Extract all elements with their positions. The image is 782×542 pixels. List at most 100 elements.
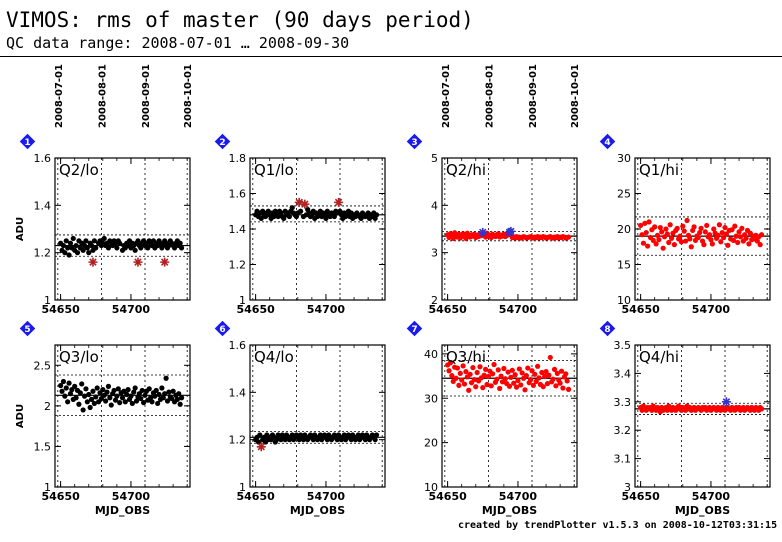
data-point <box>159 385 165 391</box>
data-point <box>156 391 162 398</box>
y-tick-label: 4 <box>431 199 438 212</box>
data-point <box>84 399 90 405</box>
data-point <box>100 387 106 393</box>
data-point <box>66 380 72 386</box>
data-point <box>508 374 514 380</box>
data-point <box>557 380 563 386</box>
data-point <box>711 226 717 232</box>
y-tick-label: 1 <box>44 294 51 307</box>
y-tick-label: 2 <box>44 400 51 413</box>
data-point <box>695 234 701 241</box>
x-tick-label: 54650 <box>236 303 275 316</box>
panel-badge-number: 4 <box>604 138 610 148</box>
data-point <box>58 382 64 389</box>
data-point <box>654 232 661 238</box>
panel-label: Q1/lo <box>254 161 294 179</box>
data-point <box>281 215 287 221</box>
data-point <box>638 222 644 229</box>
x-tick-label: 54650 <box>41 303 80 316</box>
data-point <box>708 237 714 243</box>
data-point <box>491 361 497 368</box>
data-point <box>467 371 473 377</box>
data-point <box>505 369 511 375</box>
data-point <box>656 237 662 243</box>
data-point <box>509 367 515 373</box>
data-point <box>131 389 137 395</box>
data-point <box>289 205 295 211</box>
data-point <box>481 372 487 378</box>
title-divider <box>0 56 782 57</box>
data-point <box>298 208 304 214</box>
data-point <box>540 384 546 390</box>
data-point <box>518 382 524 388</box>
data-point <box>560 385 566 391</box>
data-point <box>501 365 507 372</box>
data-point <box>133 398 140 404</box>
data-point <box>687 236 693 242</box>
data-point <box>677 233 683 239</box>
y-tick-label: 1 <box>239 481 246 494</box>
data-point <box>564 378 570 384</box>
data-point <box>698 225 704 231</box>
data-point <box>323 215 329 221</box>
data-point <box>70 235 76 242</box>
data-point <box>446 368 452 374</box>
data-point <box>650 237 656 243</box>
data-point <box>125 387 131 393</box>
panel-label: Q3/lo <box>59 348 99 366</box>
x-tick-label: 54650 <box>621 490 660 503</box>
data-point <box>88 242 95 249</box>
y-tick-label: 10 <box>424 481 438 494</box>
x-axis-label: MJD_OBS <box>290 504 345 517</box>
data-point <box>275 213 281 220</box>
data-point <box>512 372 518 378</box>
plot-frame <box>634 344 771 488</box>
data-point <box>558 368 565 374</box>
data-point <box>83 386 89 392</box>
outlier-point <box>88 257 98 267</box>
data-point <box>373 212 380 218</box>
data-point <box>477 364 483 370</box>
date-label: 2008-10-01 <box>570 64 581 128</box>
data-point <box>170 388 176 394</box>
data-point <box>701 242 707 248</box>
data-point <box>733 233 739 239</box>
x-tick-label: 54700 <box>307 303 346 316</box>
data-point <box>463 369 469 375</box>
data-point <box>105 245 112 251</box>
data-point <box>128 393 134 399</box>
data-point <box>114 245 120 251</box>
data-point <box>716 222 722 228</box>
data-point <box>539 369 545 376</box>
data-point <box>77 390 83 396</box>
data-point <box>502 376 508 382</box>
y-tick-label: 3.2 <box>614 424 632 437</box>
plot-frame <box>249 157 386 301</box>
data-point <box>178 245 185 251</box>
y-tick-label: 1.6 <box>229 339 247 352</box>
data-point <box>702 229 708 235</box>
data-point <box>103 398 109 404</box>
data-point <box>460 363 466 369</box>
data-point <box>758 232 765 238</box>
data-point <box>497 385 503 392</box>
x-tick-label: 54650 <box>41 490 80 503</box>
y-tick-label: 1 <box>44 481 51 494</box>
data-point <box>664 231 670 237</box>
data-point <box>739 225 745 231</box>
data-point <box>480 385 486 391</box>
data-point <box>709 241 715 247</box>
data-point <box>743 235 749 241</box>
y-tick-label: 1.6 <box>34 152 52 165</box>
data-point <box>79 381 85 387</box>
page-subtitle: QC data range: 2008-07-01 … 2008-09-30 <box>6 34 350 52</box>
panel-label: Q1/hi <box>639 161 679 179</box>
outlier-point <box>133 257 143 267</box>
data-point <box>62 393 68 399</box>
x-tick-label: 54700 <box>692 303 731 316</box>
data-point <box>93 394 99 400</box>
data-point <box>83 238 89 244</box>
y-tick-label: 10 <box>617 294 631 307</box>
data-point <box>550 376 556 382</box>
panel-5: 5 1 1.5 2 2.5 54650 54700 Q3/lo ADU MJD_OBS <box>15 320 191 517</box>
